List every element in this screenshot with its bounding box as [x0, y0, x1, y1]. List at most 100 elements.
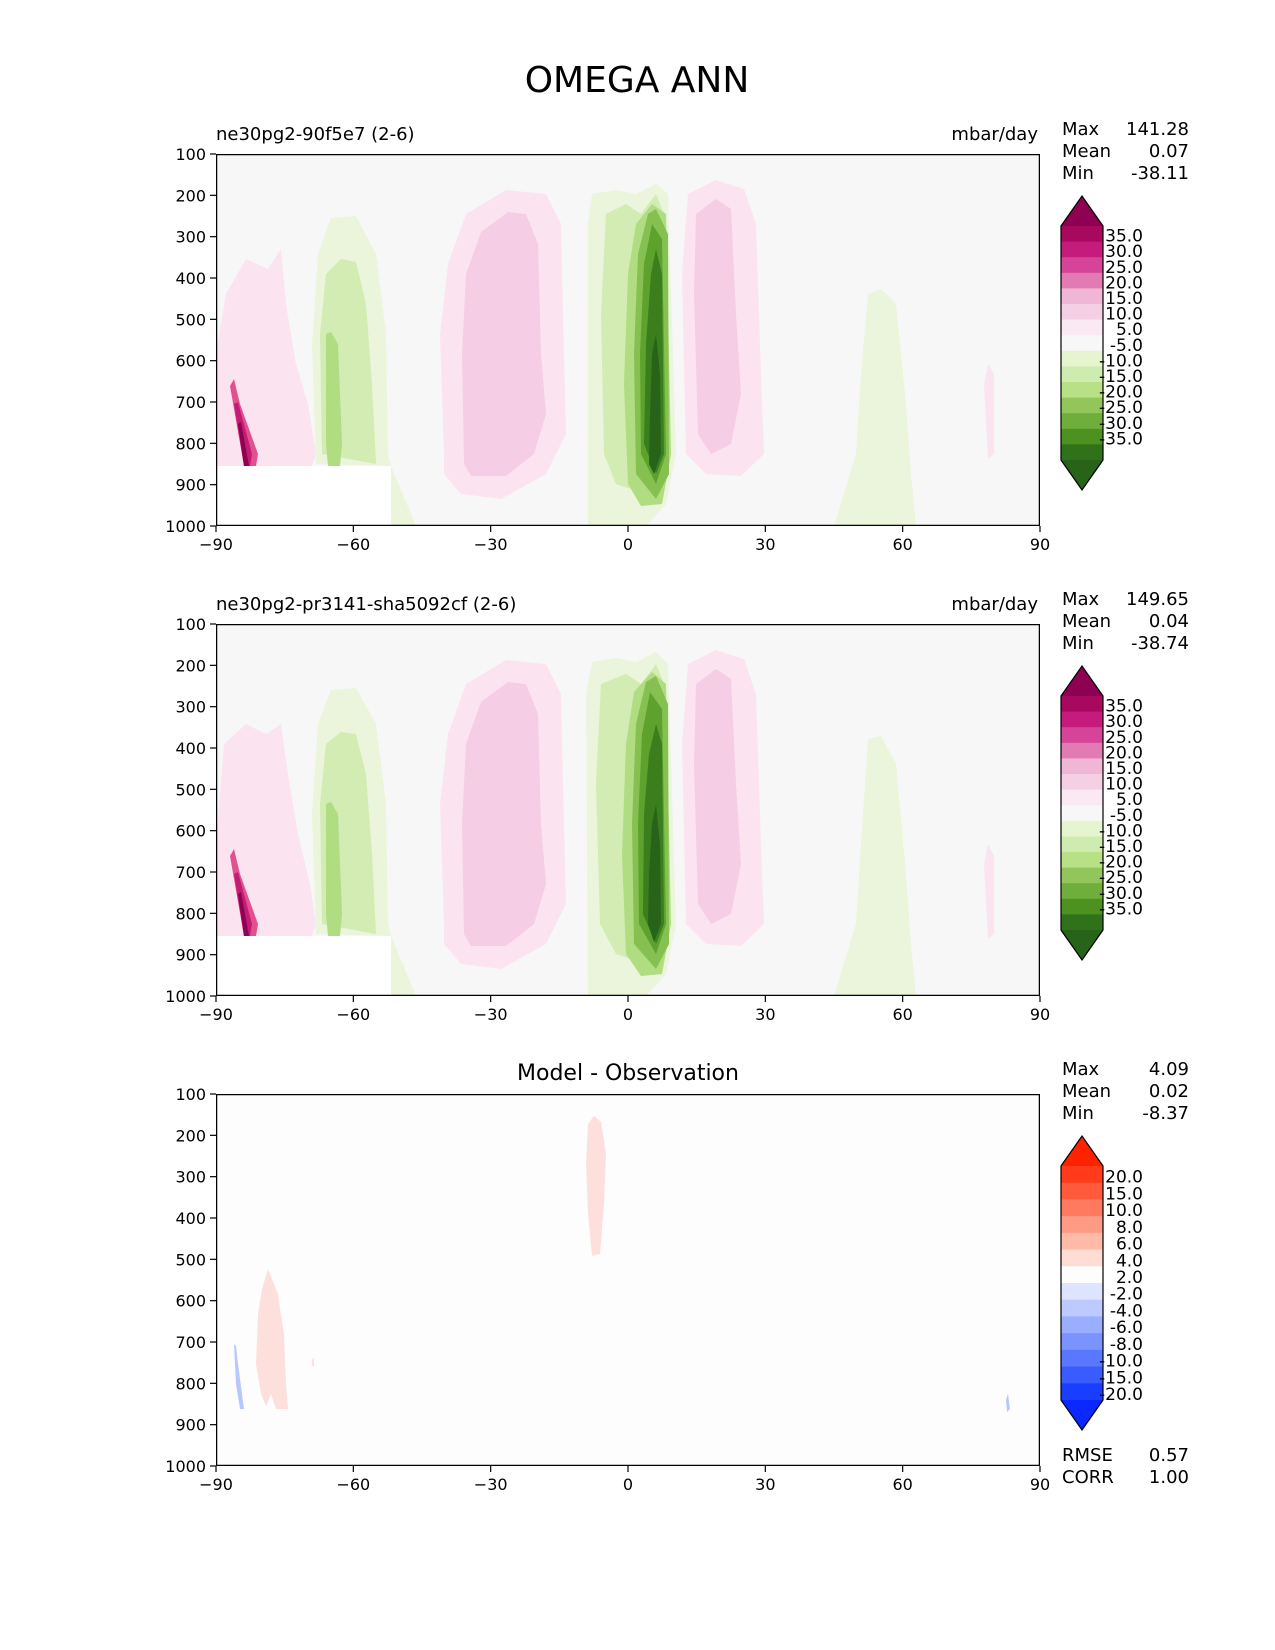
- colorbar-swatch: [1061, 319, 1103, 336]
- pink-contour: [462, 682, 546, 946]
- x-tick-label: 60: [892, 1475, 912, 1494]
- plot-background: [216, 1094, 1040, 1466]
- colorbar-label: 8.0: [1116, 1218, 1143, 1238]
- green-contour: [649, 334, 661, 474]
- colorbar-swatch: [1061, 789, 1103, 806]
- corr-value: 1.00: [1149, 1467, 1189, 1488]
- stat-min-value: -38.74: [1131, 633, 1189, 654]
- colorbar-swatch: [1061, 1383, 1103, 1401]
- colorbar-label: 2.0: [1116, 1268, 1143, 1288]
- plot-frame: [216, 154, 1040, 526]
- colorbar-outline: [1060, 194, 1104, 492]
- colorbar-swatch: [1061, 1216, 1103, 1234]
- x-tick-label: 30: [755, 1005, 775, 1024]
- colorbar-swatch: [1061, 1316, 1103, 1334]
- panel-title-left: ne30pg2-90f5e7 (2-6): [216, 124, 415, 145]
- green-contour: [386, 466, 416, 526]
- panel-units: mbar/day: [951, 594, 1038, 615]
- colorbar-label: -10.0: [1099, 821, 1143, 841]
- colorbar-label: -20.0: [1099, 383, 1143, 403]
- colorbar-label: -20.0: [1099, 1385, 1143, 1405]
- green-contour: [834, 736, 916, 996]
- y-tick-label: 200: [175, 186, 206, 205]
- colorbar-label: 30.0: [1105, 712, 1143, 732]
- colorbar-swatch: [1061, 1166, 1103, 1184]
- rmse-value: 0.57: [1149, 1445, 1189, 1466]
- colorbar-label: -2.0: [1110, 1285, 1143, 1305]
- y-tick-label: 900: [175, 476, 206, 495]
- magenta-contour: [230, 849, 258, 936]
- missing-data-mask: [216, 936, 391, 996]
- colorbar-extend-top: [1061, 1136, 1103, 1166]
- colorbar-label: 4.0: [1116, 1251, 1143, 1271]
- figure-title: OMEGA ANN: [525, 60, 750, 101]
- colorbar-swatch: [1061, 836, 1103, 853]
- stat-min-value: -38.11: [1131, 163, 1189, 184]
- x-axis: −90 −60 −30 0 30 60 90: [199, 996, 1050, 1024]
- colorbar-label: 20.0: [1105, 743, 1143, 763]
- pink-contour: [694, 199, 741, 454]
- pink-contour: [984, 364, 994, 459]
- difference-panel: Model - Observation −90 −60 −30 0 30 60 90 100…: [165, 1059, 1189, 1494]
- plot-area: [216, 624, 1040, 996]
- y-tick-label: 300: [175, 698, 206, 717]
- stat-min-label: Min: [1062, 1103, 1094, 1124]
- colorbar-swatch: [1061, 226, 1103, 243]
- y-tick-label: 400: [175, 1209, 206, 1228]
- colorbar-swatch: [1061, 852, 1103, 869]
- colorbar-label: 5.0: [1116, 320, 1143, 340]
- x-tick-label: −30: [474, 1475, 508, 1494]
- colorbar-label: -30.0: [1099, 884, 1143, 904]
- magenta-contour: [230, 379, 258, 466]
- x-axis: −90 −60 −30 0 30 60 90: [199, 1466, 1050, 1494]
- rmse-label: RMSE: [1062, 1445, 1113, 1466]
- colorbar-label: -15.0: [1099, 367, 1143, 387]
- stat-mean-label: Mean: [1062, 1081, 1111, 1102]
- x-tick-label: −60: [336, 1475, 370, 1494]
- x-tick-label: −90: [199, 1005, 233, 1024]
- contour-fill: [216, 650, 994, 996]
- colorbar-swatch: [1061, 413, 1103, 430]
- colorbar-swatch: [1061, 1349, 1103, 1368]
- colorbar-label: -35.0: [1099, 429, 1143, 449]
- colorbar-swatch: [1061, 696, 1103, 713]
- x-tick-label: −60: [336, 535, 370, 554]
- colorbar-extend-top: [1061, 666, 1103, 696]
- y-axis: 100 200 300 400 500 600 700 800 900 1000: [165, 145, 216, 536]
- colorbar-swatch: [1061, 1366, 1103, 1384]
- colorbar-swatch: [1061, 820, 1103, 837]
- stat-max-label: Max: [1062, 119, 1100, 140]
- colorbar-extend-bottom: [1061, 460, 1103, 490]
- colorbar: 35.030.025.020.015.010.05.0-5.0-10.0-15.…: [1060, 194, 1143, 492]
- y-tick-label: 700: [175, 863, 206, 882]
- x-tick-label: −60: [336, 1005, 370, 1024]
- y-tick-label: 1000: [165, 987, 206, 1006]
- stat-min-value: -8.37: [1142, 1103, 1189, 1124]
- x-tick-label: 90: [1030, 535, 1050, 554]
- y-tick-label: 800: [175, 1374, 206, 1393]
- stat-min-label: Min: [1062, 633, 1094, 654]
- plot-area: [216, 1094, 1040, 1466]
- colorbar-swatch: [1061, 774, 1103, 791]
- x-tick-label: 60: [892, 1005, 912, 1024]
- colorbar-label: 5.0: [1116, 790, 1143, 810]
- colorbar-label: 10.0: [1105, 1201, 1143, 1221]
- y-tick-label: 700: [175, 393, 206, 412]
- y-tick-label: 100: [175, 1085, 206, 1104]
- stat-mean-label: Mean: [1062, 141, 1111, 162]
- colorbar-label: 15.0: [1105, 1184, 1143, 1204]
- y-tick-label: 900: [175, 1416, 206, 1435]
- colorbar-swatch: [1061, 304, 1103, 321]
- y-tick-label: 200: [175, 1126, 206, 1145]
- missing-data-mask: [216, 466, 391, 526]
- x-axis: −90 −60 −30 0 30 60 90: [199, 526, 1050, 554]
- y-tick-label: 600: [175, 352, 206, 371]
- stat-mean-label: Mean: [1062, 611, 1111, 632]
- y-axis: 100 200 300 400 500 600 700 800 900 1000: [165, 615, 216, 1006]
- colorbar-label: -6.0: [1110, 1318, 1143, 1338]
- stat-max-value: 4.09: [1149, 1059, 1189, 1080]
- plot-frame: [216, 624, 1040, 996]
- colorbar-swatch: [1061, 272, 1103, 289]
- y-tick-label: 800: [175, 434, 206, 453]
